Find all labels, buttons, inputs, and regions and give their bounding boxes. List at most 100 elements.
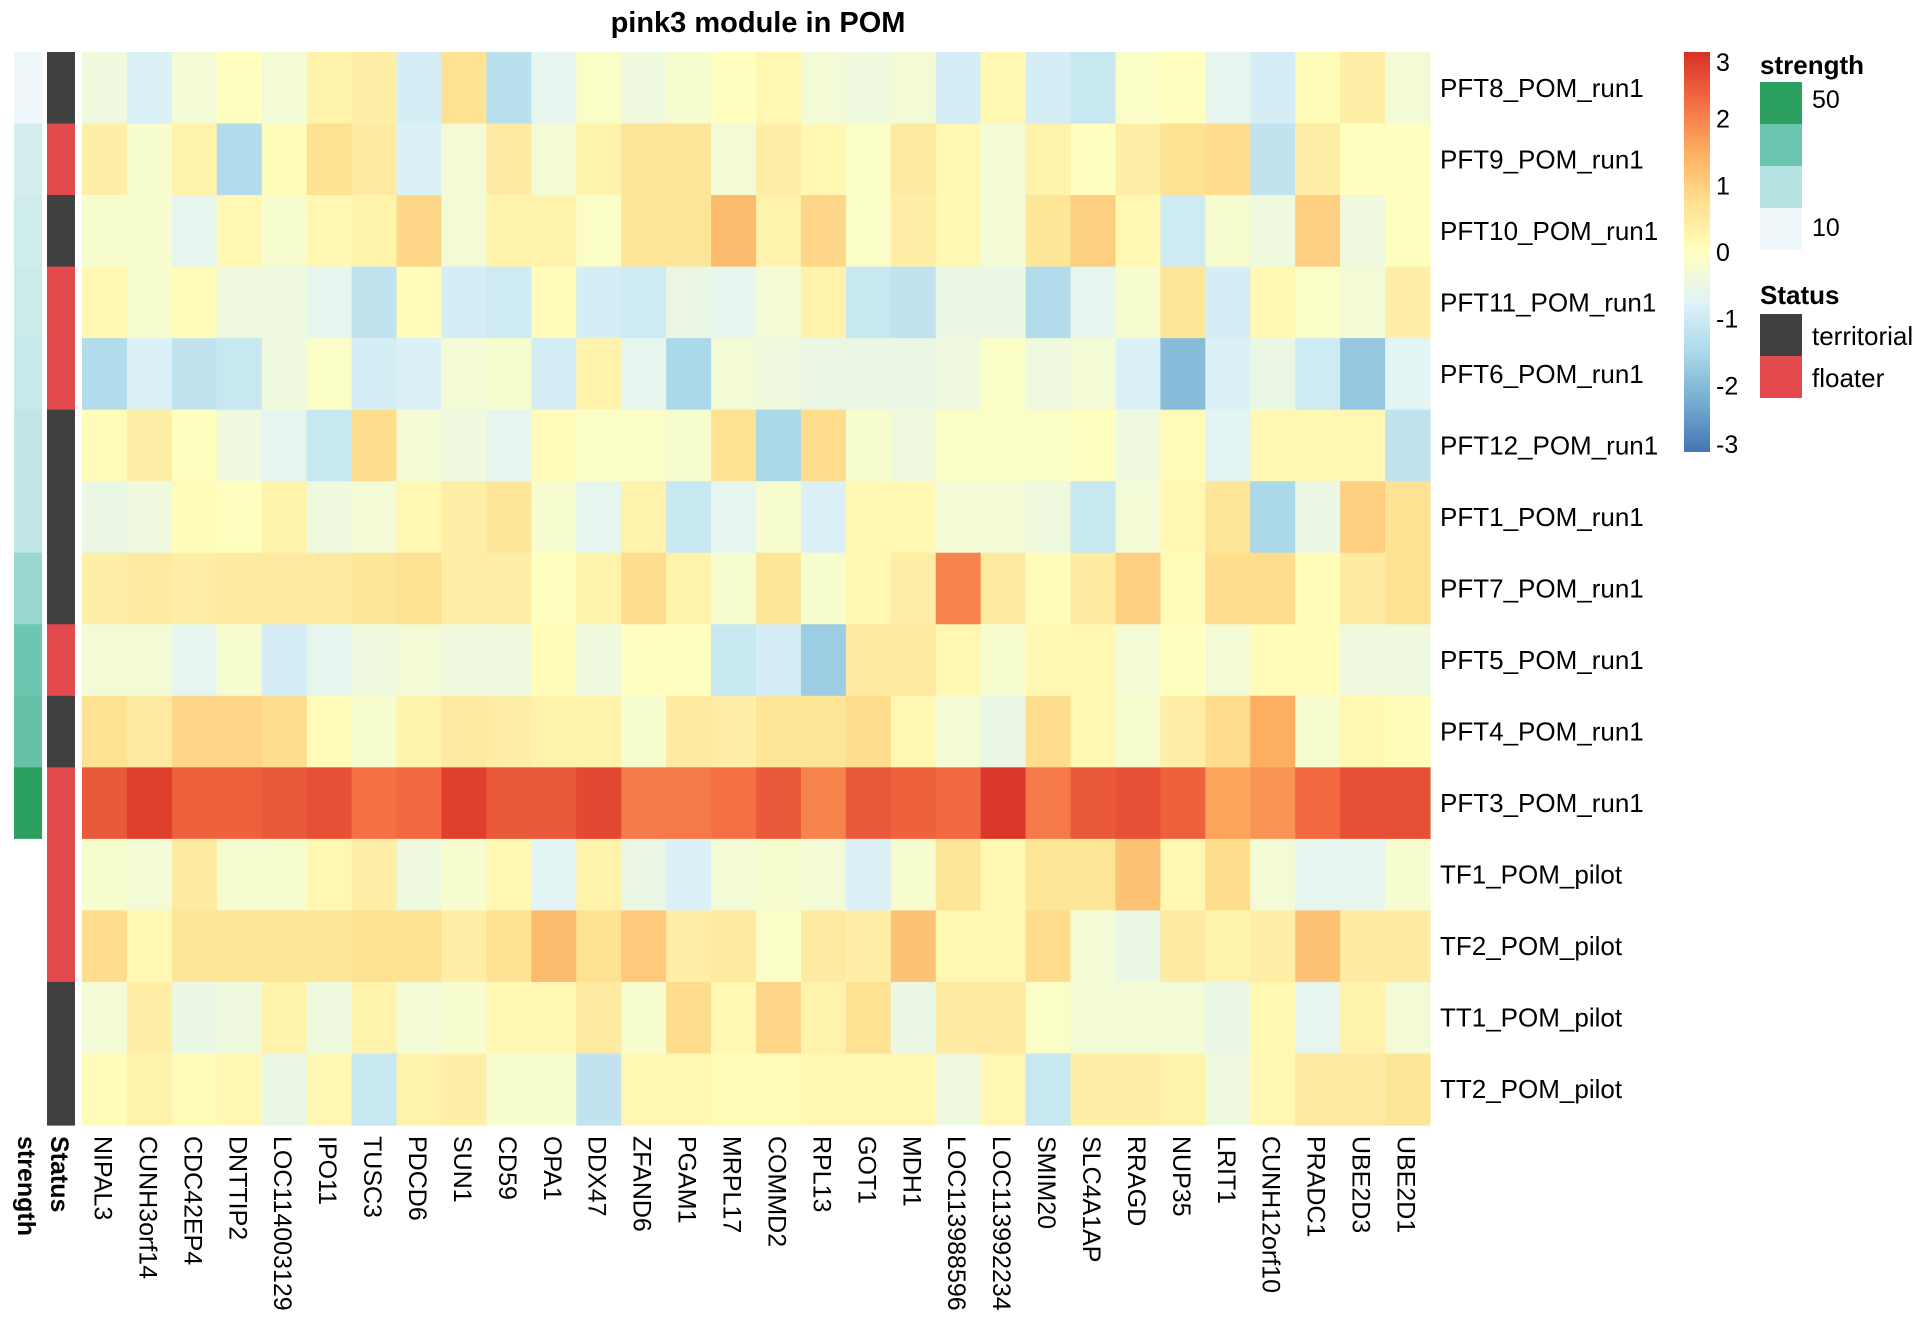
heatmap-cell bbox=[82, 767, 128, 840]
heatmap-cell bbox=[1340, 123, 1386, 196]
status-cell bbox=[47, 695, 75, 768]
heatmap-cell bbox=[1070, 838, 1117, 911]
heatmap-cell bbox=[171, 195, 218, 268]
heatmap-cell bbox=[576, 981, 622, 1055]
heatmap-cell bbox=[396, 195, 443, 268]
heatmap-cell bbox=[711, 481, 757, 554]
heatmap-cell bbox=[216, 481, 263, 554]
heatmap-cell bbox=[935, 624, 982, 697]
heatmap-cell bbox=[306, 481, 353, 554]
status-legend-swatch bbox=[1760, 314, 1802, 356]
heatmap-cell bbox=[82, 481, 128, 554]
heatmap-cell bbox=[845, 910, 892, 983]
heatmap-cell bbox=[306, 695, 353, 768]
heatmap-cell bbox=[396, 338, 443, 411]
heatmap-cell bbox=[486, 767, 532, 840]
heatmap-cell bbox=[666, 409, 712, 482]
strength-legend-title: strength bbox=[1760, 50, 1864, 80]
heatmap-cell bbox=[126, 981, 173, 1055]
heatmap-cell bbox=[126, 195, 173, 268]
heatmap-cell bbox=[800, 409, 847, 482]
column-label: DNTTIP2 bbox=[223, 1136, 251, 1240]
heatmap-cell bbox=[1205, 266, 1251, 339]
status-cell bbox=[47, 624, 75, 697]
color-scale-tick-label: -2 bbox=[1716, 372, 1738, 400]
heatmap-cell bbox=[1205, 838, 1251, 911]
heatmap-cell bbox=[1115, 910, 1161, 983]
heatmap-cell bbox=[441, 409, 487, 482]
heatmap-cell bbox=[486, 481, 532, 554]
heatmap-cell bbox=[1295, 338, 1341, 411]
column-label: NUP35 bbox=[1167, 1136, 1195, 1217]
heatmap-cell bbox=[1385, 195, 1431, 268]
column-labels: NIPAL3 CUNH3orf14 CDC42EP4 DNTTIP2 LOC114003… bbox=[89, 1136, 1420, 1311]
strength-cell bbox=[14, 338, 42, 411]
heatmap-cell bbox=[171, 266, 218, 339]
heatmap-cell bbox=[216, 552, 263, 625]
heatmap-cell bbox=[666, 910, 712, 983]
color-scale-tick-label: 3 bbox=[1716, 49, 1730, 77]
heatmap-cell bbox=[1385, 624, 1431, 697]
heatmap-cell bbox=[351, 195, 398, 268]
heatmap-cell bbox=[621, 195, 667, 268]
heatmap-cell bbox=[126, 266, 173, 339]
heatmap-cell bbox=[351, 767, 398, 840]
status-cell bbox=[47, 123, 75, 196]
heatmap-cell bbox=[171, 1053, 218, 1126]
strength-legend-label: 50 bbox=[1812, 86, 1840, 114]
heatmap-cell bbox=[171, 338, 218, 411]
heatmap-cell bbox=[171, 838, 218, 911]
heatmap-cell bbox=[441, 52, 487, 125]
heatmap-cell bbox=[980, 695, 1027, 768]
strength-cell bbox=[14, 838, 42, 911]
heatmap-cell bbox=[800, 481, 847, 554]
heatmap-cell bbox=[666, 981, 712, 1055]
row-label: PFT7_POM_run1 bbox=[1440, 574, 1644, 604]
heatmap-cell bbox=[890, 910, 937, 983]
column-label: NIPAL3 bbox=[89, 1136, 117, 1220]
heatmap-cell bbox=[935, 266, 982, 339]
heatmap-cell bbox=[216, 195, 263, 268]
column-label: CUNH12orf10 bbox=[1257, 1136, 1285, 1293]
heatmap-cell bbox=[486, 1053, 532, 1126]
heatmap-cell bbox=[980, 552, 1027, 625]
heatmap-cell bbox=[576, 552, 622, 625]
heatmap-cell bbox=[576, 838, 622, 911]
status-cell bbox=[47, 1053, 75, 1126]
heatmap-cell bbox=[531, 338, 577, 411]
heatmap-cell bbox=[845, 838, 892, 911]
heatmap-cell bbox=[800, 767, 847, 840]
heatmap-cell bbox=[171, 481, 218, 554]
heatmap-cell bbox=[1205, 195, 1251, 268]
color-scale-tick-label: -1 bbox=[1716, 306, 1738, 334]
heatmap-cell bbox=[1250, 266, 1296, 339]
strength-legend-swatch bbox=[1760, 166, 1802, 208]
heatmap-cell bbox=[441, 624, 487, 697]
heatmap-cell bbox=[1295, 695, 1341, 768]
strength-cell bbox=[14, 981, 42, 1055]
heatmap-cell bbox=[935, 481, 982, 554]
heatmap-cell bbox=[1115, 52, 1161, 125]
heatmap-cell bbox=[441, 338, 487, 411]
heatmap-cell bbox=[1385, 552, 1431, 625]
heatmap-cell bbox=[756, 409, 802, 482]
heatmap-cell bbox=[890, 767, 937, 840]
heatmap-cell bbox=[1115, 338, 1161, 411]
heatmap-cell bbox=[171, 695, 218, 768]
heatmap-cell bbox=[1340, 409, 1386, 482]
heatmap-cell bbox=[216, 910, 263, 983]
column-label: PGAM1 bbox=[673, 1136, 701, 1224]
heatmap-cell bbox=[890, 481, 937, 554]
heatmap-cell bbox=[531, 981, 577, 1055]
heatmap-cell bbox=[980, 481, 1027, 554]
status-cell bbox=[47, 338, 75, 411]
heatmap-cell bbox=[441, 481, 487, 554]
heatmap-cell bbox=[1250, 52, 1296, 125]
heatmap-cell bbox=[82, 910, 128, 983]
heatmap-cell bbox=[800, 552, 847, 625]
heatmap-cell bbox=[1340, 266, 1386, 339]
row-label: TF2_POM_pilot bbox=[1440, 931, 1623, 961]
heatmap-cell bbox=[935, 552, 982, 625]
heatmap-cell bbox=[1340, 695, 1386, 768]
heatmap-cell bbox=[621, 1053, 667, 1126]
